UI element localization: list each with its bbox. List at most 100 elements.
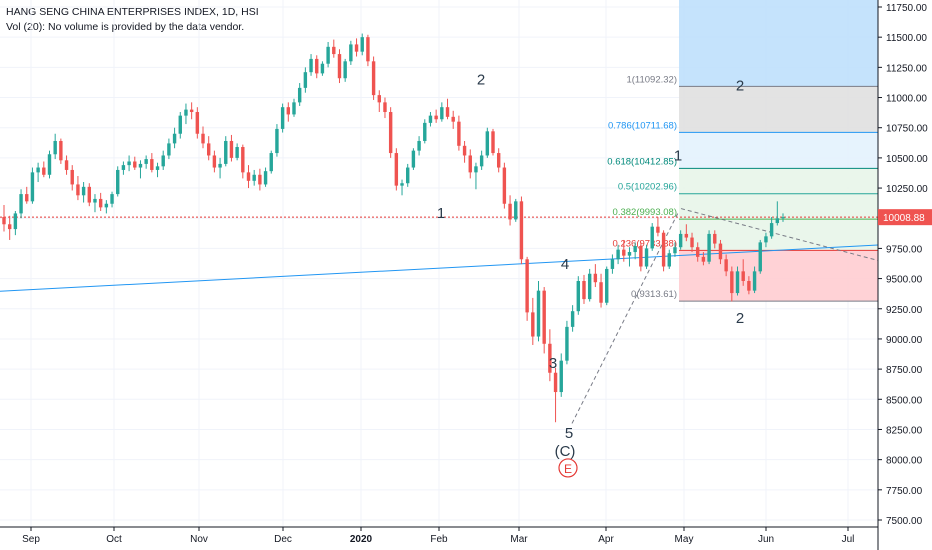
candle-body (297, 87, 302, 103)
candle-body (212, 155, 217, 168)
candle-body (394, 153, 399, 186)
price-tick-label: 10500.00 (886, 154, 928, 165)
candle-body (19, 194, 23, 214)
candle-body (582, 281, 586, 300)
candle-body (167, 143, 171, 156)
candle-body (252, 174, 256, 181)
candle-body (320, 63, 325, 74)
candle-body (724, 259, 728, 272)
fib-label: 0(9313.61) (631, 289, 677, 300)
wave-label: (C) (555, 443, 576, 460)
candle-body (161, 155, 165, 167)
candle-body (650, 226, 654, 249)
candle-body (462, 145, 467, 156)
candle-body (667, 253, 671, 267)
candle-body (696, 247, 700, 257)
wave-label: 1 (674, 147, 682, 164)
candle-body (195, 112, 200, 134)
candle-body (2, 217, 6, 225)
candle-body (701, 256, 706, 262)
candle-body (781, 217, 785, 219)
downtrend-line (680, 208, 879, 261)
candle-body (423, 122, 427, 141)
candle-body (93, 198, 97, 203)
candle-body (661, 232, 666, 267)
candle-body (616, 249, 620, 260)
fib-zones (679, 0, 878, 302)
candle-body (707, 233, 711, 262)
candle-body (559, 360, 563, 393)
candle-body (286, 107, 291, 115)
price-tick-label: 10250.00 (886, 184, 928, 195)
wave-label: 3 (549, 355, 557, 372)
candle-body (104, 203, 109, 208)
candle-body (138, 163, 143, 168)
fib-label: 0.382(9993.08) (613, 207, 677, 218)
candle-body (235, 147, 239, 158)
candle-body (730, 271, 734, 294)
candle-body (525, 259, 529, 313)
candle-body (53, 140, 57, 155)
price-tick-label: 8250.00 (886, 425, 923, 436)
candle-body (474, 166, 478, 173)
candle-body (479, 155, 484, 167)
candle-body (224, 140, 228, 164)
candle-body (514, 201, 518, 220)
candle-body (434, 115, 438, 120)
candle-body (59, 140, 63, 161)
fib-zone-top (679, 0, 878, 87)
candle-body (76, 184, 80, 196)
time-tick-label: Jun (758, 534, 774, 545)
wave-label: 2 (736, 310, 744, 327)
time-tick-label: May (675, 534, 694, 545)
candle-body (144, 159, 148, 164)
candle-body (713, 233, 717, 244)
candle-body (133, 161, 137, 168)
time-tick-label: Oct (106, 534, 122, 545)
candle-body (371, 61, 376, 96)
current-price-badge (878, 209, 932, 226)
time-tick-label: Feb (430, 534, 448, 545)
candle-body (457, 121, 461, 146)
candle-body (98, 198, 103, 208)
candle-body (548, 343, 552, 373)
candle-body (769, 223, 774, 237)
candle-body (326, 46, 330, 64)
current-price-label: 10008.88 (883, 213, 925, 224)
trendline-support (0, 244, 879, 292)
fib-label: 0.618(10412.85) (607, 156, 677, 167)
candle-body (30, 172, 35, 202)
trend-lines (0, 208, 879, 424)
candle-body (684, 233, 689, 238)
candle-body (309, 58, 313, 73)
candle-body (184, 109, 188, 116)
fib-zone (679, 193, 878, 220)
candle-body (241, 147, 245, 173)
candle-body (531, 312, 535, 337)
price-tick-label: 9750.00 (886, 244, 923, 255)
fib-label: 1(11092.32) (626, 74, 677, 85)
candle-body (411, 150, 416, 168)
price-tick-label: 11750.00 (886, 3, 927, 14)
candle-body (406, 167, 410, 184)
candle-body (388, 112, 393, 154)
price-tick-label: 8750.00 (886, 365, 923, 376)
time-tick-label: Dec (274, 534, 292, 545)
candle-body (536, 290, 541, 337)
candle-body (349, 44, 353, 62)
candle-body (678, 233, 683, 248)
candle-body (206, 143, 211, 156)
candle-body (633, 245, 637, 253)
candle-body (735, 271, 740, 294)
candle-body (383, 102, 387, 113)
candle-body (553, 372, 558, 393)
price-tick-label: 9250.00 (886, 305, 923, 316)
candle-body (752, 271, 757, 291)
candle-body (303, 72, 308, 88)
price-tick-label: 8000.00 (886, 456, 923, 467)
candle-body (485, 131, 490, 156)
candle-body (587, 273, 592, 300)
time-tick-label: Mar (510, 534, 528, 545)
